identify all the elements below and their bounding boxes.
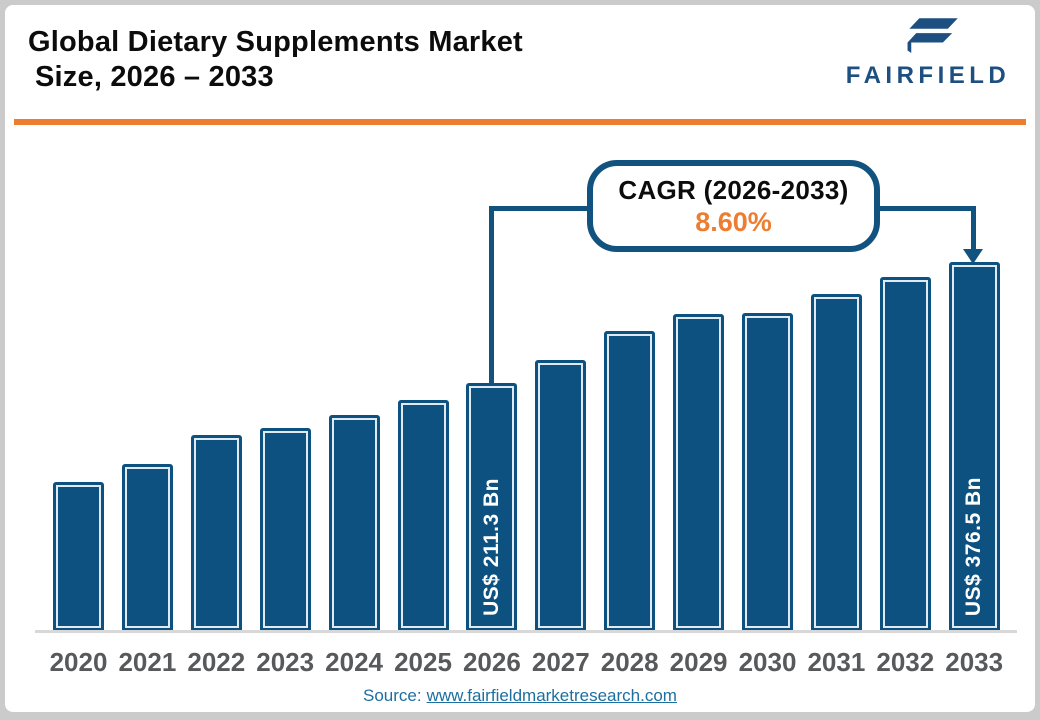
bar-chart: CAGR (2026-2033) 8.60% US$ 211.3 Bn US$ 3… [5,5,1035,712]
bar-2023 [259,428,311,631]
source-link[interactable]: www.fairfieldmarketresearch.com [426,686,677,705]
bar-2027 [535,360,587,631]
source-line: Source: www.fairfieldmarketresearch.com [5,686,1035,706]
bar-2029 [673,314,725,631]
x-axis-baseline [35,630,1017,633]
bar-2031 [810,294,862,631]
bar-2024 [328,415,380,631]
bar-2021 [121,464,173,631]
page-title-line1: Global Dietary Supplements Market [28,26,523,58]
brand-logo: FAIRFIELD [833,15,1023,90]
x-axis-label-2032: 2032 [876,647,935,677]
bar-2032 [879,277,931,631]
bar-value-label-2033: US$ 376.5 Bn [962,476,986,616]
x-axis-label-2024: 2024 [325,647,384,677]
bar-2026: US$ 211.3 Bn [466,383,518,631]
arrow-down-icon [963,249,983,264]
x-axis-label-2027: 2027 [531,647,590,677]
bar-2022 [190,435,242,631]
bar-2033: US$ 376.5 Bn [948,262,1000,631]
cagr-value: 8.60% [695,206,772,237]
bar-2025 [397,400,449,631]
cagr-label: CAGR (2026-2033) [618,174,849,205]
x-axis-label-2028: 2028 [600,647,659,677]
brand-wordmark: FAIRFIELD [845,62,1011,89]
bar-2020 [53,482,104,631]
callout-connector-left-vertical [489,206,494,383]
accent-divider [14,119,1026,125]
x-axis-label-2020: 2020 [49,647,108,677]
x-axis-label-2026: 2026 [462,647,521,677]
x-axis-label-2025: 2025 [394,647,452,677]
callout-connector-right-vertical [971,206,976,251]
bar-2030 [742,313,793,631]
callout-connector-right-horizontal [878,206,975,211]
source-prefix: Source: [363,686,422,705]
x-axis-label-2033: 2033 [945,647,1004,677]
x-axis-label-2030: 2030 [738,647,797,677]
chart-card: Global Dietary Supplements Market Size, … [5,5,1035,712]
page-title-line2: Size, 2026 – 2033 [35,61,274,93]
x-axis-label-2031: 2031 [807,647,866,677]
page-title: Global Dietary Supplements Market Size, … [28,25,523,95]
x-axis-label-2029: 2029 [669,647,728,677]
x-axis-label-2021: 2021 [118,647,177,677]
fairfield-flag-icon [907,18,958,53]
x-axis-label-2023: 2023 [256,647,315,677]
x-axis-label-2022: 2022 [187,647,246,677]
callout-connector-left-horizontal [489,206,589,211]
cagr-callout: CAGR (2026-2033) 8.60% [587,160,880,252]
bar-value-label-2026: US$ 211.3 Bn [479,478,503,616]
bar-2028 [604,331,656,631]
